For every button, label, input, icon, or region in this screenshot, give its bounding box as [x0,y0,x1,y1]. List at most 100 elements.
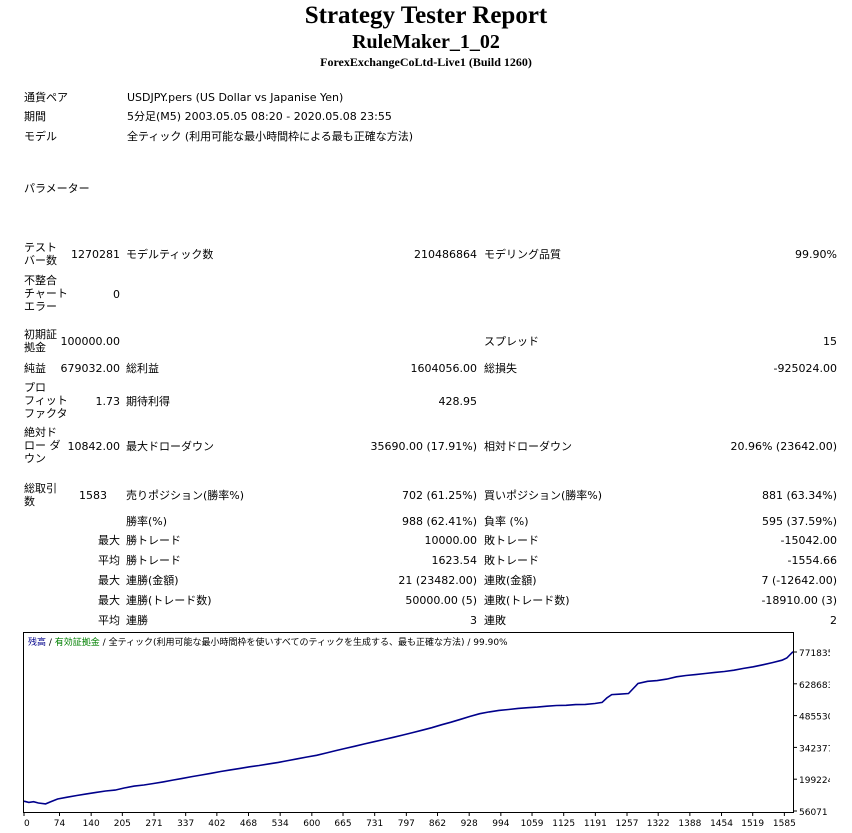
average-consecutive-wins-label: 連勝 [126,614,148,627]
short-positions-value: 702 (61.25%) [401,489,477,502]
x-tick-label: 665 [334,819,351,829]
x-tick-label: 534 [272,819,289,829]
x-tick-label: 468 [240,819,257,829]
balance-line [23,651,794,805]
quality-label: モデリング品質 [484,248,561,261]
plot-frame [23,632,794,813]
legend-model: 全ティック(利用可能な最小時間枠を使いすべてのティックを生成する、最も正確な方法… [109,636,465,648]
max-consecutive-profit-prefix: 最大 [98,594,120,607]
params-label: パラメーター [24,182,90,195]
absolute-drawdown-label: 絶対ド ロー ダ ウン [24,426,61,465]
mismatch-label: 不整合 チャート エラー [24,274,68,313]
largest-loss-label: 敗トレード [484,534,539,547]
loss-trades-label: 負率 (%) [484,515,529,528]
max-drawdown-value: 35690.00 (17.91%) [370,440,477,453]
expected-payoff-label: 期待利得 [126,395,170,408]
loss-trades-value: 595 (37.59%) [761,515,837,528]
consecutive-loss-label: 連敗(トレード数) [484,594,570,607]
x-tick-label: 731 [366,819,383,829]
x-tick-label: 140 [83,819,100,829]
spread-value: 15 [823,335,837,348]
ticks-label: モデルティック数 [126,248,214,261]
ticks-value: 210486864 [414,248,477,261]
server-build: ForexExchangeCoLtd-Live1 (Build 1260) [320,55,532,69]
period-value: 5分足(M5) 2003.05.05 08:20 - 2020.05.08 23… [127,110,392,123]
average-loss-value: -1554.66 [787,554,837,567]
largest-prefix: 最大 [98,534,120,547]
total-trades-label: 総取引 数 [24,482,57,508]
consecutive-loss-value: -18910.00 (3) [761,594,837,607]
balance-chart: 残高 / 有効証拠金 / 全ティック(利用可能な最小時間枠を使いすべてのティック… [23,632,830,829]
gross-profit-label: 総利益 [126,362,159,375]
x-tick-label: 1257 [616,819,639,829]
average-consecutive-losses-value: 2 [830,614,837,627]
legend-separator: / [100,638,109,648]
consecutive-profit-value: 50000.00 (5) [405,594,477,607]
profit-factor-label: プロ フィット ファクタ [24,381,68,420]
average-loss-label: 敗トレード [484,554,539,567]
net-profit-value: 679032.00 [60,362,121,375]
consecutive-losses-label: 連敗(金額) [484,574,537,587]
bars-label: テスト バー数 [24,241,57,267]
mismatch-value: 0 [113,288,120,301]
x-tick-label: 1454 [710,819,733,829]
profit-factor-value: 1.73 [95,395,121,408]
largest-loss-value: -15042.00 [780,534,837,547]
bars-value: 1270281 [71,248,120,261]
profit-trades-label: 勝率(%) [126,515,168,528]
x-tick-label: 1388 [678,819,701,829]
average-win-label: 勝トレード [126,554,181,567]
gross-profit-value: 1604056.00 [410,362,477,375]
legend-separator: / [46,638,55,648]
y-tick-label: 485530 [799,713,830,723]
short-positions-label: 売りポジション(勝率%) [126,489,245,502]
chart-legend: 残高 / 有効証拠金 / 全ティック(利用可能な最小時間枠を使いすべてのティック… [28,636,508,648]
x-tick-label: 271 [145,819,162,829]
x-tick-label: 337 [177,819,194,829]
x-tick-label: 1585 [773,819,796,829]
deposit-label: 初期証 拠金 [24,328,57,354]
x-tick-label: 1322 [647,819,670,829]
period-label: 期間 [24,110,46,123]
largest-win-value: 10000.00 [424,534,478,547]
largest-win-label: 勝トレード [126,534,181,547]
pair-label: 通貨ペア [24,91,68,104]
consecutive-wins-value: 21 (23482.00) [398,574,477,587]
relative-drawdown-value: 20.96% (23642.00) [730,440,837,453]
long-positions-label: 買いポジション(勝率%) [484,489,603,502]
pair-value: USDJPY.pers (US Dollar vs Japanise Yen) [127,91,344,104]
gross-loss-value: -925024.00 [773,362,837,375]
total-trades-value: 1583 [79,489,107,502]
y-tick-label: 342377 [799,744,830,754]
consecutive-wins-label: 連勝(金額) [126,574,179,587]
expert-name: RuleMaker_1_02 [352,31,500,53]
y-tick-label: 771835 [799,649,830,659]
legend-equity: 有効証拠金 [55,636,100,648]
deposit-value: 100000.00 [60,335,121,348]
x-tick-label: 205 [114,819,131,829]
y-tick-label: 56071 [799,808,828,818]
y-tick-label: 199224 [799,776,830,786]
net-profit-label: 純益 [24,362,46,375]
average-consecutive-prefix: 平均 [98,614,120,627]
x-tick-label: 1059 [521,819,544,829]
x-tick-label: 402 [208,819,225,829]
x-tick-label: 862 [429,819,446,829]
expected-payoff-value: 428.95 [438,395,478,408]
x-tick-label: 600 [303,819,320,829]
x-tick-label: 0 [24,819,30,829]
model-label: モデル [24,130,57,143]
legend-balance: 残高 [28,636,46,648]
max-consecutive-prefix: 最大 [98,574,120,587]
consecutive-profit-label: 連勝(トレード数) [126,594,212,607]
legend-separator: / [465,638,474,648]
x-tick-label: 1519 [741,819,764,829]
x-axis: 0 74 140 205 271 337 402 468 534 600 665 731 797 862 9… [23,812,796,829]
x-tick-label: 928 [461,819,478,829]
x-tick-label: 797 [398,819,415,829]
y-tick-label: 628683 [799,681,830,691]
model-value: 全ティック (利用可能な最小時間枠による最も正確な方法) [127,130,414,143]
x-tick-label: 994 [492,819,509,829]
max-drawdown-label: 最大ドローダウン [126,440,214,453]
gross-loss-label: 総損失 [484,362,517,375]
